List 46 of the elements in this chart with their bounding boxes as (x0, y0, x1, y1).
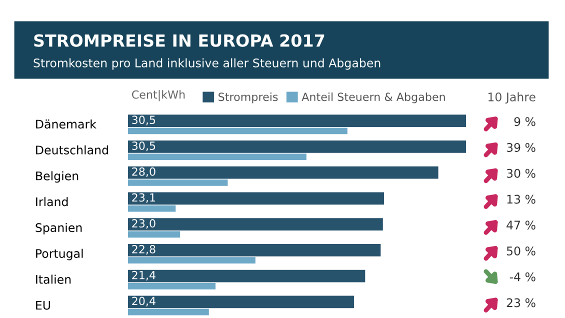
data-label: 28,0 (132, 167, 156, 177)
legend-label: Strompreis (218, 92, 278, 104)
data-label: 23,1 (132, 193, 156, 203)
bar (128, 270, 366, 282)
bar (128, 166, 438, 179)
bar (128, 257, 256, 264)
y-tick-label: EU (36, 300, 50, 310)
y-tick-label: Portugal (36, 248, 83, 260)
bar (128, 154, 306, 160)
data-label: 21,4 (132, 270, 156, 280)
bar (128, 308, 209, 316)
data-label: 30,5 (132, 142, 156, 152)
bar (128, 296, 354, 308)
text: 23 % (506, 298, 536, 308)
text: -4 % (510, 272, 536, 282)
text: 13 % (507, 194, 536, 204)
bar (128, 282, 216, 290)
text: 9 % (514, 117, 536, 126)
bar (128, 192, 384, 205)
y-tick-label: Deutschland (36, 145, 108, 154)
bar (128, 114, 466, 128)
text: 10 Jahre (488, 92, 536, 104)
data-label: 20,4 (132, 296, 156, 306)
bar (128, 179, 228, 186)
y-tick-label: Dänemark (36, 119, 96, 129)
y-tick-label: Irland (36, 197, 68, 206)
data-label: 22,8 (132, 245, 156, 255)
y-tick-label: Spanien (36, 222, 82, 234)
y-tick-label: Belgien (36, 171, 78, 183)
text: 30 % (506, 168, 536, 178)
bar (128, 205, 176, 212)
data-label: 23,0 (132, 219, 156, 229)
bar (128, 218, 383, 231)
x-axis-title: Cent|kWh (132, 90, 185, 102)
data-label: 30,5 (132, 116, 156, 126)
chart-title: STROMPREISE IN EUROPA 2017 (34, 34, 324, 47)
text: 47 % (506, 220, 536, 230)
bar (128, 231, 180, 238)
bar (128, 128, 348, 134)
text: 50 % (506, 246, 536, 256)
bar (128, 244, 381, 256)
legend-label: Anteil Steuern & Abgaben (302, 92, 445, 104)
bar (128, 140, 466, 153)
chart-subtitle: Stromkosten pro Land inklusive aller Steuern und Abgaben (34, 58, 380, 70)
y-tick-label: Italien (36, 274, 71, 284)
text: 39 % (506, 143, 536, 152)
